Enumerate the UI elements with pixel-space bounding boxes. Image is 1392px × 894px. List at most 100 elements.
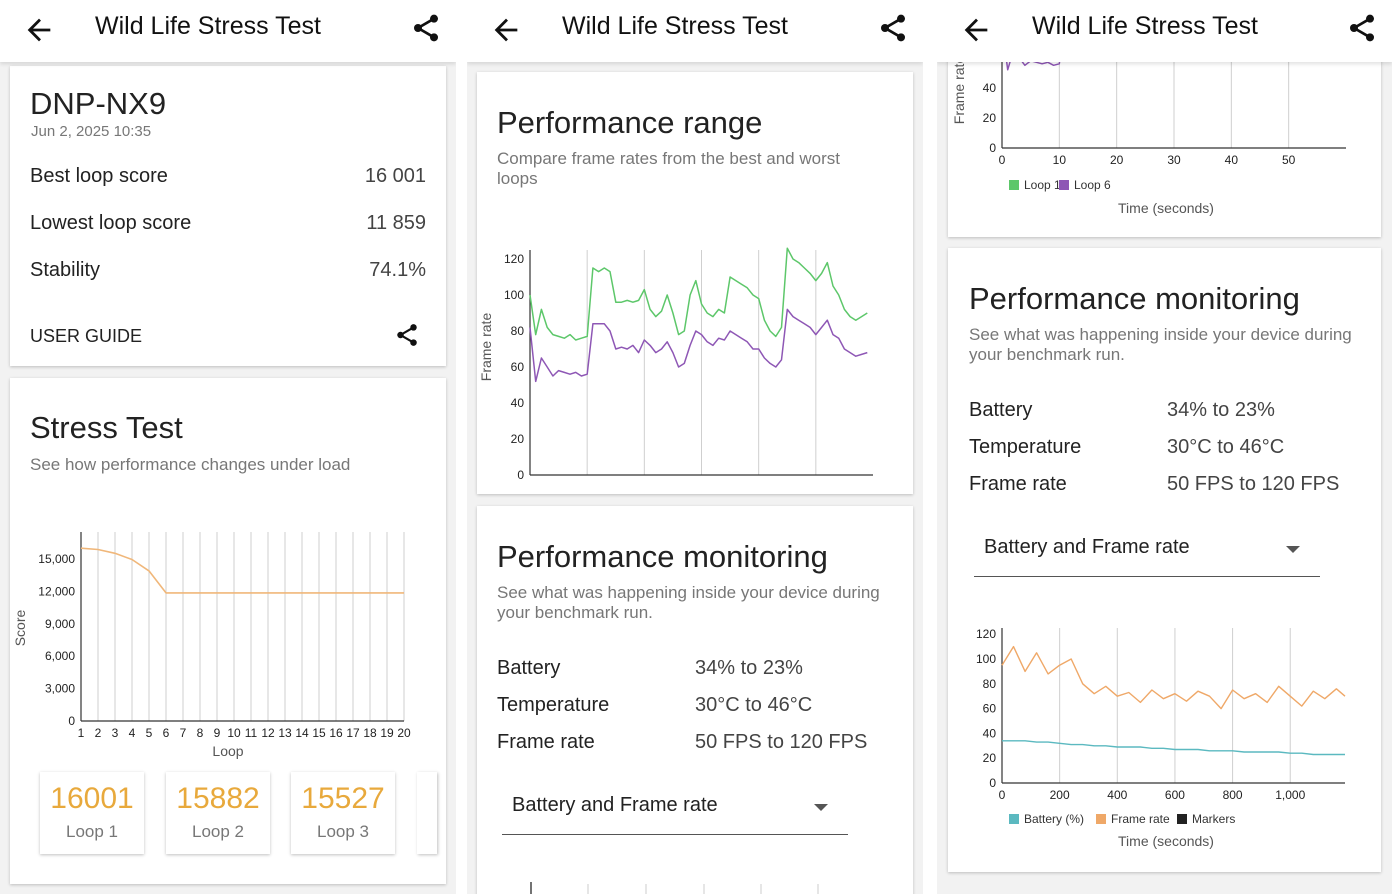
x-tick-label: 4 [129,726,136,740]
loop-card[interactable]: 15882 Loop 2 [166,772,270,854]
legend-swatch [1096,814,1106,824]
x-tick-label: 13 [278,726,292,740]
user-guide-link[interactable]: USER GUIDE [30,326,143,346]
frame-rate-label: Frame rate [497,731,595,753]
legend-label: Battery (%) [1024,812,1084,826]
y-tick-label: 40 [983,726,997,740]
legend-swatch [1009,180,1019,190]
y-axis-title: Score [12,610,28,647]
x-tick-label: 11 [245,726,258,740]
temperature-label: Temperature [969,436,1082,458]
x-tick-label: 6 [163,726,170,740]
best-loop-value: 16 001 [364,165,426,187]
device-summary-card: DNP-NX9 Jun 2, 2025 10:35 Best loop scor… [10,66,446,366]
series-line [1001,645,1346,710]
y-tick-label: 20 [511,432,525,446]
battery-value: 34% to 23% [1167,399,1275,421]
loop-score: 15882 [176,782,260,815]
x-tick-label: 0 [527,480,534,482]
loop-card-partial[interactable] [417,772,437,854]
x-tick-label: 16 [329,726,343,740]
frame-rate-value: 50 FPS to 120 FPS [1167,473,1340,495]
app-title: Wild Life Stress Test [1032,12,1259,40]
dropdown-selected-value: Battery and Frame rate [984,536,1190,558]
back-arrow-icon[interactable] [489,13,523,47]
back-arrow-icon[interactable] [22,13,56,47]
share-icon[interactable] [1346,12,1378,44]
share-icon[interactable] [877,12,909,44]
y-tick-label: 20 [983,111,997,125]
stress-test-title: Stress Test [30,410,183,445]
legend-swatch [1177,814,1187,824]
loop-label: Loop 3 [317,822,369,841]
x-tick-label: 50 [1282,153,1296,167]
x-tick-label: 8 [197,726,204,740]
y-tick-label: 0 [517,468,524,482]
y-tick-label: 60 [983,702,997,716]
loop-score: 16001 [50,782,134,815]
chart-gridline-stubs [530,882,819,894]
battery-label: Battery [497,657,561,679]
app-bar: Wild Life Stress Test [0,0,456,62]
y-tick-label: 100 [976,652,996,666]
performance-monitoring-card: Performance monitoring See what was happ… [948,248,1381,872]
back-arrow-icon[interactable] [959,13,993,47]
app-title: Wild Life Stress Test [562,12,789,40]
legend-label: Loop 6 [1074,178,1111,192]
y-tick-label: 60 [511,360,525,374]
x-tick-label: 10 [227,726,241,740]
x-tick-label: 10 [580,480,594,482]
x-axis-title: Time (seconds) [1118,200,1214,216]
x-tick-label: 18 [363,726,377,740]
y-tick-label: 3,000 [45,682,75,696]
temperature-label: Temperature [497,694,610,716]
chart-selector-dropdown[interactable]: Battery and Frame rate [502,784,848,835]
x-axis-title: Loop [212,743,243,759]
y-axis-title: Frame rate [951,56,967,125]
x-axis-title: Time (seconds) [1118,833,1214,849]
x-tick-label: 15 [312,726,326,740]
y-tick-label: 120 [976,627,996,641]
x-tick-label: 17 [346,726,360,740]
loop-card[interactable]: 15527 Loop 3 [291,772,395,854]
stability-value: 74.1% [369,259,426,281]
loop-card[interactable]: 16001 Loop 1 [40,772,144,854]
chart-selector-dropdown[interactable]: Battery and Frame rate [974,526,1320,577]
app-bar: Wild Life Stress Test [467,0,923,62]
caret-down-icon [1286,546,1300,553]
frame-rate-label: Frame rate [969,473,1067,495]
performance-monitoring-card: Performance monitoring See what was happ… [477,506,913,894]
legend-swatch [1009,814,1019,824]
x-tick-label: 9 [214,726,221,740]
best-loop-label: Best loop score [30,165,168,187]
series-line [529,247,868,341]
series-line [529,308,868,383]
y-tick-label: 20 [983,751,997,765]
dropdown-selected-value: Battery and Frame rate [512,794,718,816]
loop-score: 15527 [301,782,385,815]
performance-range-subtitle: Compare frame rates from the best and wo… [497,149,840,188]
y-axis-title: Frame rate [478,313,494,382]
share-icon[interactable] [410,12,442,44]
y-tick-label: 15,000 [38,552,75,566]
series-line [80,547,404,594]
x-tick-label: 400 [1107,788,1127,802]
x-tick-label: 30 [1167,153,1181,167]
stability-label: Stability [30,259,101,281]
temperature-value: 30°C to 46°C [1167,436,1285,458]
battery-label: Battery [969,399,1033,421]
battery-value: 34% to 23% [695,657,803,679]
app-bar: Wild Life Stress Test [937,0,1392,62]
y-tick-label: 6,000 [45,649,75,663]
y-tick-label: 80 [983,677,997,691]
legend-swatch [1059,180,1069,190]
legend-label: Markers [1192,812,1235,826]
x-tick-label: 30 [695,480,709,482]
performance-monitoring-title: Performance monitoring [969,281,1300,316]
performance-range-title: Performance range [497,105,763,140]
x-tick-label: 14 [295,726,309,740]
performance-monitoring-title: Performance monitoring [497,539,828,574]
y-tick-label: 40 [511,396,525,410]
screen-3: 02040608001020304050Time (seconds)Frame … [937,0,1392,894]
share-icon[interactable] [394,322,420,348]
